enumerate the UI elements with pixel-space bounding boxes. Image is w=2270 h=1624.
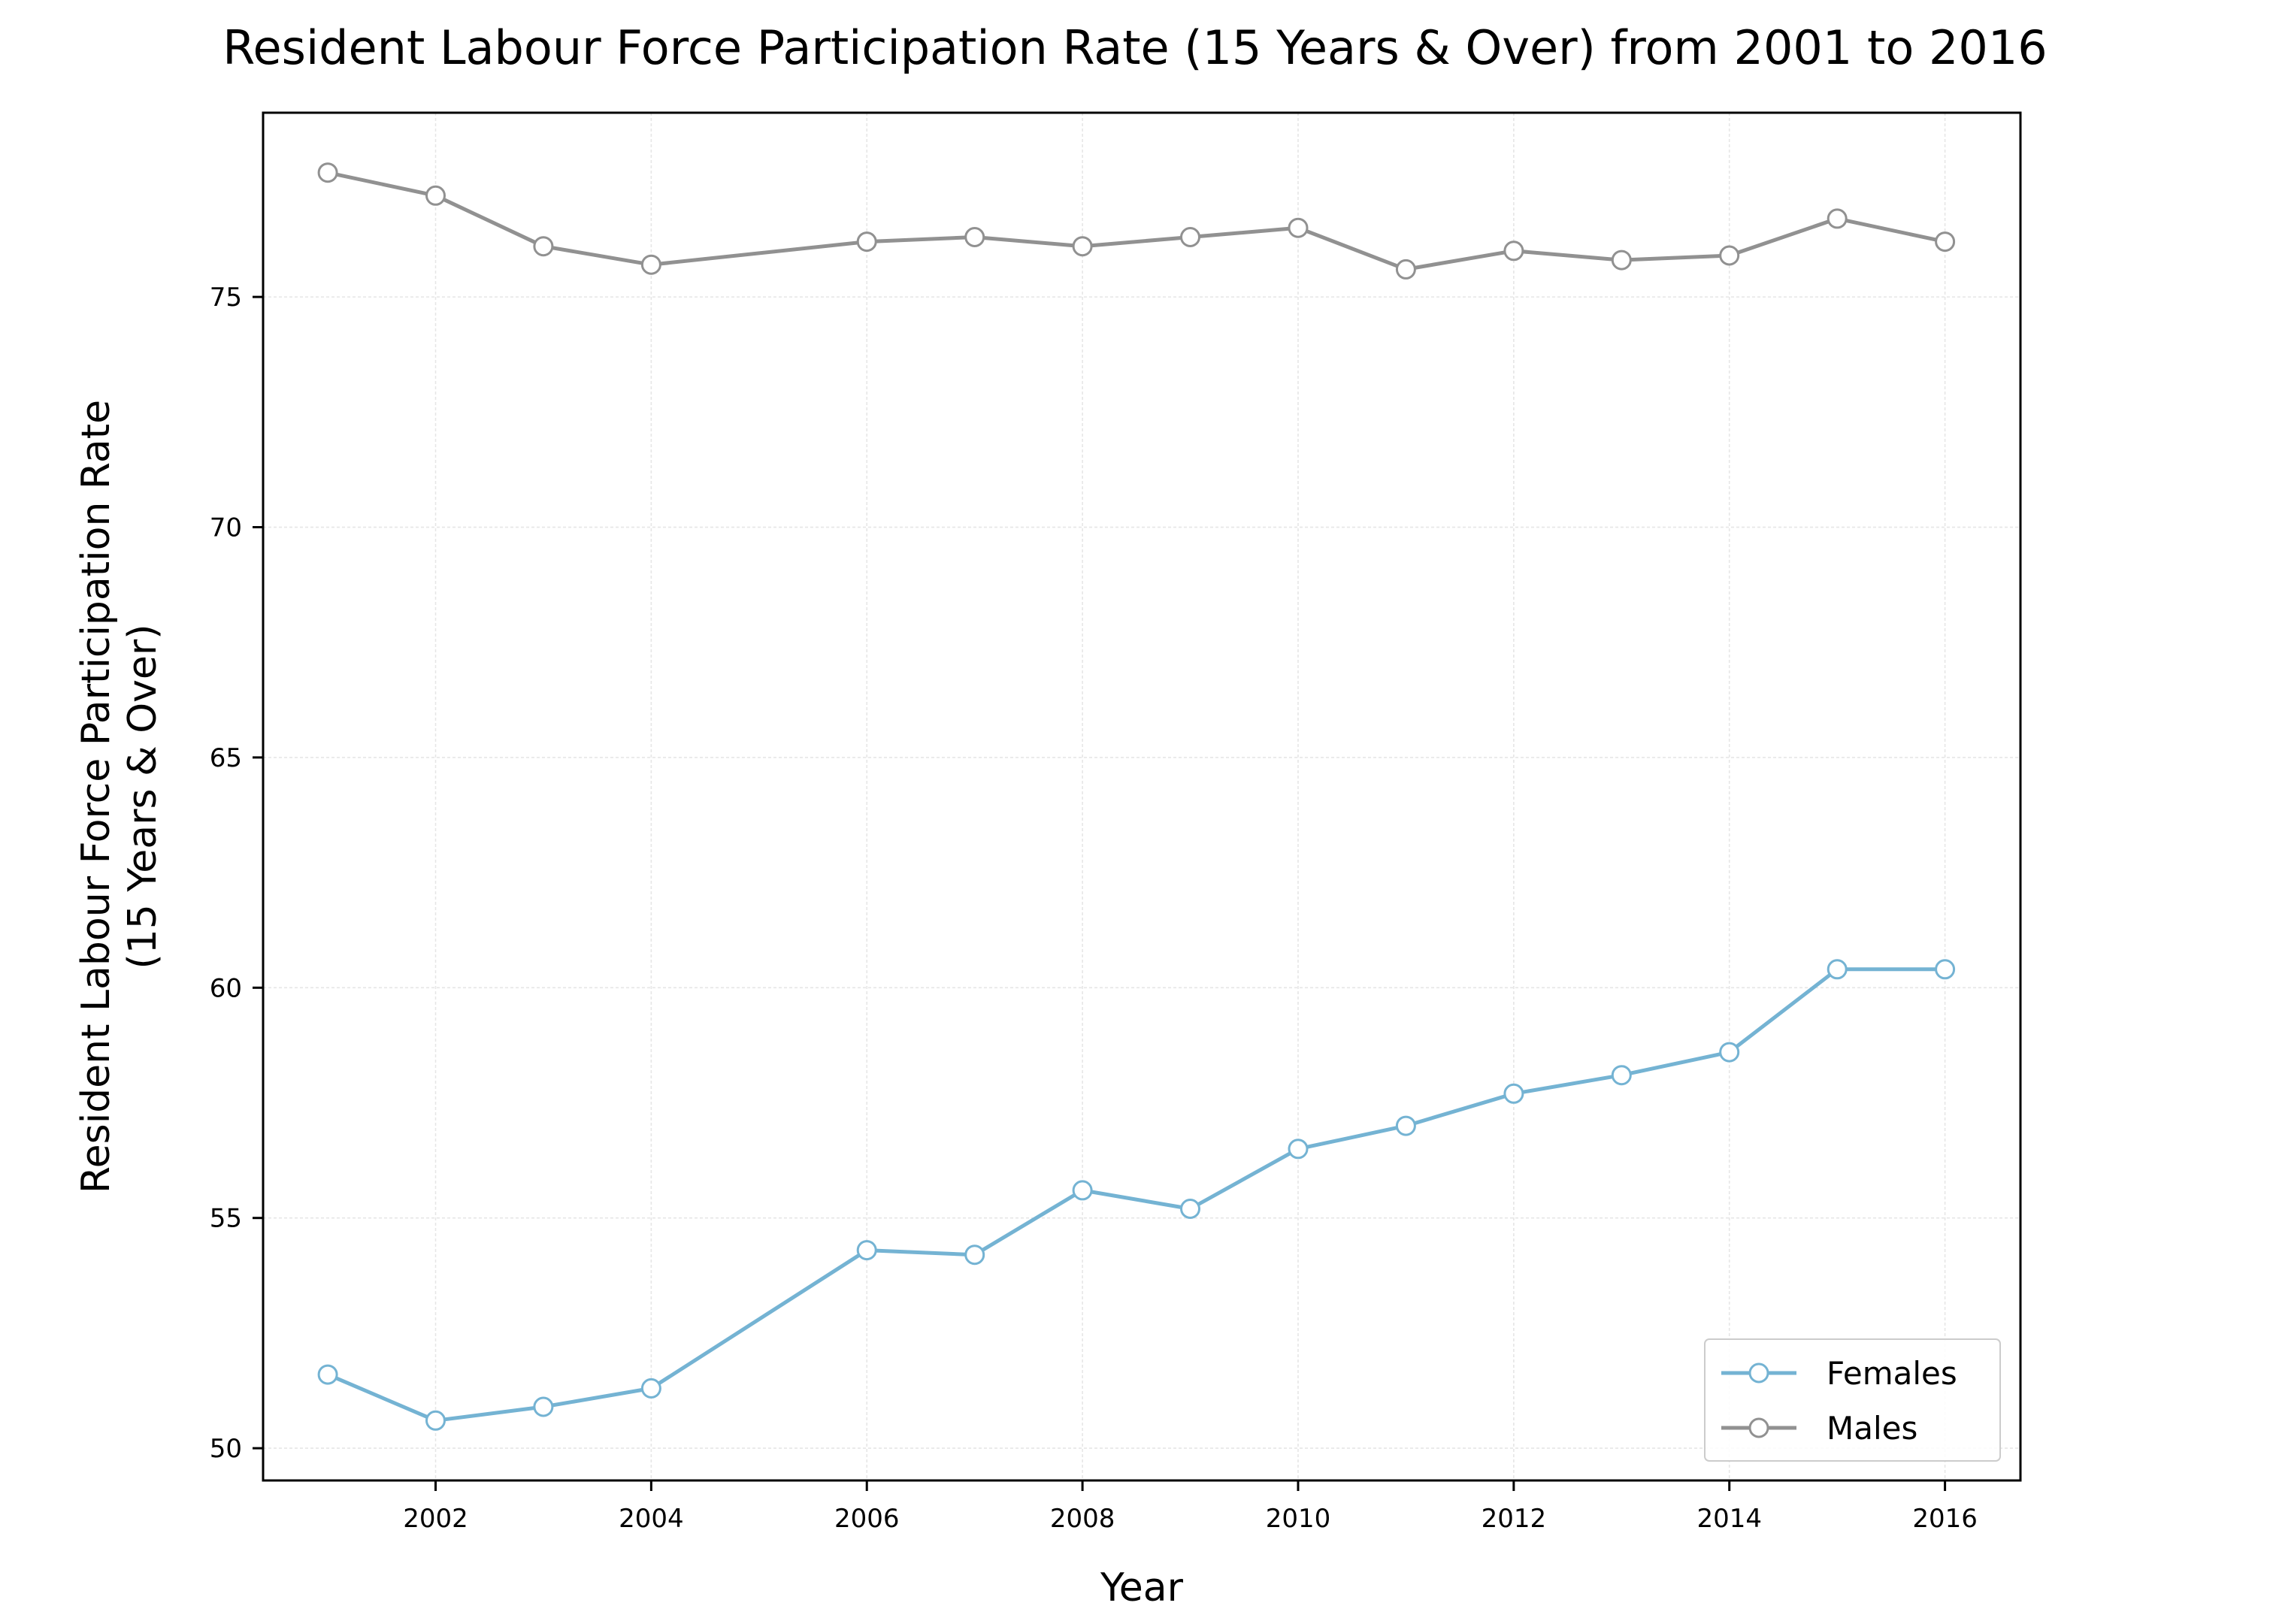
- data-point-females-2004: [640, 1378, 661, 1399]
- data-point-males-2008: [1072, 236, 1093, 257]
- data-point-males-2010: [1288, 217, 1309, 238]
- data-point-females-2011: [1395, 1115, 1416, 1136]
- data-point-males-2015: [1827, 208, 1848, 229]
- legend-label-males: Males: [1827, 1410, 1917, 1447]
- data-point-males-2012: [1503, 240, 1524, 262]
- y-tick-label-50: 50: [210, 1434, 242, 1464]
- series-layer: [317, 162, 1956, 1431]
- x-axis: 2002 2004 2006 2008 2010 2012 2014 2016: [403, 1480, 1978, 1534]
- chart-title: Resident Labour Force Participation Rate…: [222, 20, 2048, 75]
- data-point-males-2003: [533, 236, 554, 257]
- x-tick-label-2016: 2016: [1912, 1504, 1978, 1534]
- y-axis: 50 55 60 65 70 75: [210, 283, 263, 1464]
- y-tick-label-70: 70: [210, 513, 242, 543]
- x-tick-label-2014: 2014: [1696, 1504, 1762, 1534]
- y-tick-label-75: 75: [210, 283, 242, 313]
- data-point-females-2008: [1072, 1180, 1093, 1201]
- data-point-males-2002: [425, 185, 446, 206]
- x-tick-label-2008: 2008: [1050, 1504, 1115, 1534]
- data-point-males-2001: [317, 162, 338, 183]
- data-point-females-2015: [1827, 959, 1848, 980]
- data-point-females-2016: [1935, 959, 1956, 980]
- data-point-males-2004: [640, 254, 661, 275]
- legend-box: [1704, 1338, 2001, 1462]
- data-point-females-2012: [1503, 1083, 1524, 1104]
- data-point-females-2010: [1288, 1139, 1309, 1160]
- y-axis-label-line-1: Resident Labour Force Participation Rate: [74, 400, 119, 1193]
- legend-label-females: Females: [1827, 1355, 1957, 1392]
- legend: Females Males: [1704, 1338, 2001, 1462]
- data-point-females-2007: [964, 1244, 985, 1266]
- y-axis-label: Resident Labour Force Participation Rate…: [74, 400, 165, 1193]
- x-tick-label-2004: 2004: [619, 1504, 684, 1534]
- data-point-females-2013: [1611, 1065, 1632, 1086]
- y-tick-label-60: 60: [210, 973, 242, 1003]
- data-point-females-2009: [1180, 1199, 1200, 1219]
- data-point-males-2011: [1395, 259, 1416, 280]
- data-point-males-2006: [856, 231, 877, 253]
- x-tick-label-2002: 2002: [403, 1504, 468, 1534]
- data-point-females-2001: [317, 1364, 338, 1385]
- x-tick-label-2012: 2012: [1482, 1504, 1547, 1534]
- data-point-females-2003: [533, 1396, 554, 1417]
- data-point-males-2014: [1719, 245, 1740, 266]
- x-tick-label-2006: 2006: [834, 1504, 900, 1534]
- data-point-females-2014: [1719, 1042, 1740, 1063]
- data-point-males-2013: [1611, 249, 1632, 271]
- data-point-males-2016: [1935, 231, 1956, 253]
- y-tick-label-55: 55: [210, 1204, 242, 1234]
- legend-females-marker: [1748, 1362, 1769, 1384]
- x-tick-label-2010: 2010: [1266, 1504, 1331, 1534]
- data-point-males-2007: [964, 227, 985, 247]
- data-point-females-2006: [856, 1240, 877, 1261]
- data-point-females-2002: [425, 1410, 446, 1431]
- legend-males-marker: [1748, 1417, 1769, 1438]
- y-tick-label-65: 65: [210, 743, 242, 773]
- data-point-males-2009: [1180, 227, 1200, 247]
- y-axis-label-line-2: (15 Years & Over): [120, 624, 165, 969]
- x-axis-label: Year: [1100, 1565, 1184, 1610]
- plot-frame: [262, 111, 2022, 1482]
